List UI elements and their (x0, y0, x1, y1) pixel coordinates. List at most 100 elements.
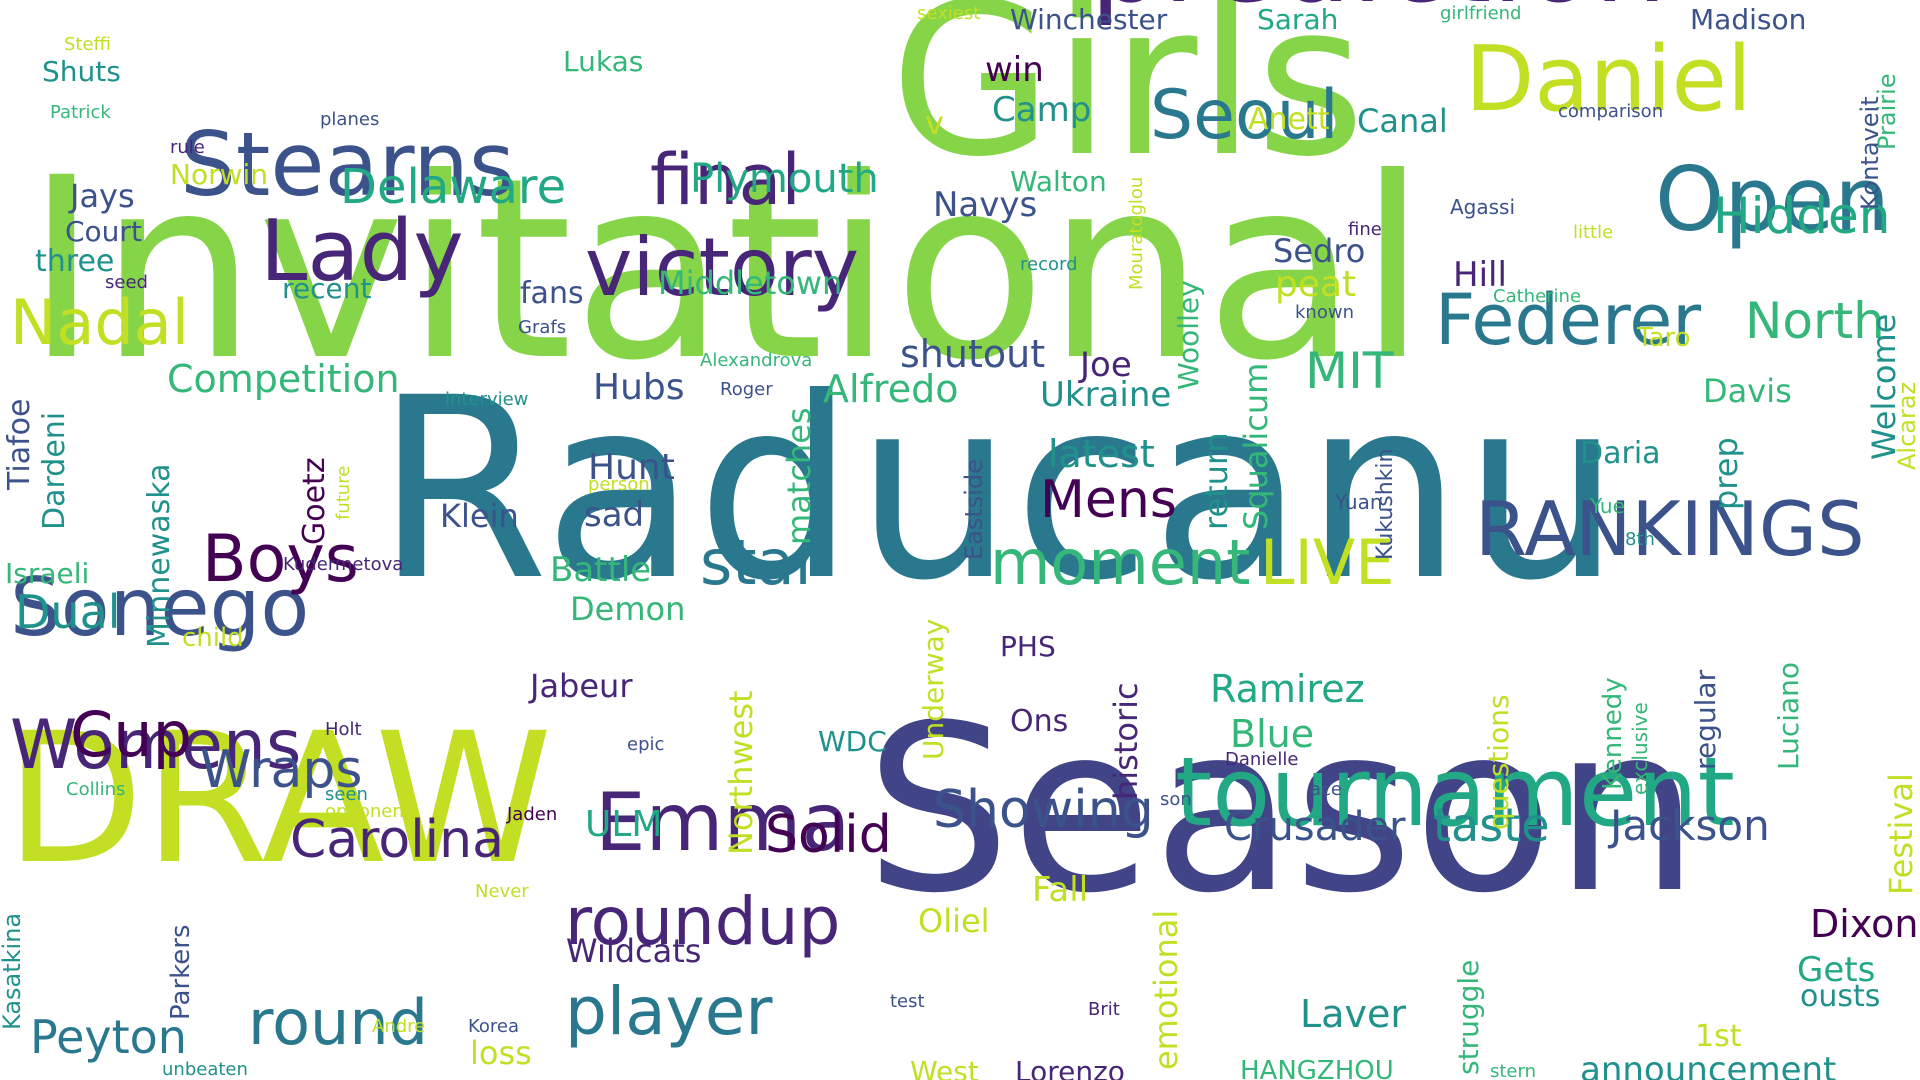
word-solid: Solid (765, 805, 892, 866)
word-hunt: Hunt (588, 446, 675, 488)
word-tiafoe: Tiafoe (2, 398, 37, 491)
word-invitational: Invitational (25, 124, 1428, 415)
word-madison: Madison (1690, 3, 1807, 37)
word-seed: seed (105, 271, 148, 293)
word-return: return (1197, 432, 1235, 530)
word-squalicum: Squalicum (1237, 362, 1275, 530)
word-8th: 8th (1625, 528, 1655, 550)
word-announcement: announcement (1580, 1050, 1837, 1080)
word-never: Never (475, 880, 529, 902)
word-west: West (910, 1055, 979, 1080)
word-minnewaska: Minnewaska (142, 463, 177, 648)
word-1st: 1st (1695, 1018, 1742, 1054)
word-fans: fans (520, 275, 584, 311)
word-epic: epic (627, 733, 665, 755)
word-victory: victory (585, 220, 860, 314)
word-davis: Davis (1703, 372, 1792, 411)
word-ousts: ousts (1800, 978, 1881, 1014)
word-hubs: Hubs (593, 366, 685, 408)
word-ulm: ULM (585, 803, 663, 845)
word-sad: sad (584, 495, 645, 536)
word-known: known (1295, 301, 1354, 323)
word-wildcats: Wildcats (566, 932, 702, 971)
word-hill: Hill (1453, 255, 1507, 296)
word-anett: Anett (1248, 101, 1330, 137)
word-demon: Demon (570, 590, 686, 629)
word-eastside: Eastside (960, 459, 988, 560)
word-north: North (1745, 292, 1885, 350)
word-carolina: Carolina (290, 810, 504, 871)
word-round: round (248, 985, 429, 1059)
word-peat: peat (1275, 263, 1357, 305)
word-israeli: Israeli (5, 557, 90, 591)
word-sexiest: sexiest (917, 2, 981, 24)
word-historic: historic (1107, 682, 1145, 800)
word-kennedy: Kennedy (1598, 677, 1628, 790)
word-alcaraz: Alcaraz (1893, 381, 1920, 470)
word-test: test (890, 990, 925, 1012)
word-record: record (1020, 253, 1078, 275)
word-blue: Blue (1230, 712, 1315, 757)
word-regular: regular (1689, 669, 1722, 770)
word-wraps: Wraps (200, 740, 363, 801)
word-navys: Navys (933, 185, 1038, 226)
word-chengdu: CHENGDU (5, 0, 873, 17)
word-moment: moment (990, 525, 1251, 599)
word-opponent: opponent (325, 800, 411, 822)
word-camp: Camp (992, 90, 1092, 131)
word-walton: Walton (1010, 165, 1107, 199)
word-korea: Korea (468, 1015, 520, 1037)
word-sonego: Sonego (10, 560, 310, 654)
word-collins: Collins (66, 778, 126, 800)
word-child: child (182, 622, 244, 653)
word-dual: Dual (15, 585, 121, 640)
word-fall: Fall (1032, 870, 1089, 911)
word-rankings: RANKINGS (1475, 484, 1865, 573)
word-stearns: Stearns (180, 113, 515, 217)
word-win: win (985, 50, 1044, 91)
word-steffi: Steffi (64, 33, 111, 55)
word-competition: Competition (167, 357, 400, 402)
word-season: Season (865, 676, 1700, 944)
word-tournament: tournament (1175, 737, 1735, 848)
word-parkers: Parkers (166, 924, 196, 1021)
word-little: little (1573, 221, 1614, 243)
word-jays: Jays (70, 177, 135, 216)
word-canal: Canal (1357, 102, 1448, 141)
word-struggle: struggle (1452, 959, 1485, 1075)
word-mit: MIT (1305, 342, 1394, 400)
word-v: v (925, 104, 944, 143)
word-matches: matches (780, 407, 818, 545)
word-planes: planes (320, 108, 380, 130)
word-lukas: Lukas (563, 45, 644, 79)
word-showing: Showing (933, 780, 1154, 841)
word-kukushkin: Kukushkin (1373, 448, 1398, 560)
word-agassi: Agassi (1450, 195, 1516, 220)
word-grafs: Grafs (518, 316, 567, 338)
word-player: player (565, 972, 773, 1050)
word-recent: recent (282, 272, 372, 306)
word-ons: Ons (1010, 703, 1069, 739)
word-daniel: Daniel (1465, 26, 1752, 132)
word-jabeur: Jabeur (530, 667, 633, 706)
word-prediction: prediction (1090, 0, 1667, 20)
word-alexandrova: Alexandrova (700, 349, 813, 371)
word-final: final (650, 139, 801, 222)
word-daria: Daria (1580, 435, 1661, 471)
word-mouratoglou: Mouratoglou (1126, 176, 1147, 290)
word-luciano: Luciano (1772, 661, 1805, 770)
word-underway: Underway (917, 618, 950, 760)
word-prep: prep (1707, 437, 1745, 510)
word-draw: DRAW (5, 694, 553, 904)
word-norwin: Norwin (170, 158, 269, 192)
word-fine: fine (1348, 218, 1382, 240)
word-woolley: Woolley (1172, 280, 1205, 390)
word-loss: loss (470, 1034, 532, 1073)
word-girls: Girls (890, 0, 1366, 204)
word-yuan: Yuan (1335, 490, 1383, 515)
word-court: Court (65, 215, 142, 249)
word-patrick: Patrick (50, 101, 111, 123)
word-plymouth: Plymouth (690, 155, 879, 202)
word-jackson: Jackson (1610, 801, 1770, 851)
